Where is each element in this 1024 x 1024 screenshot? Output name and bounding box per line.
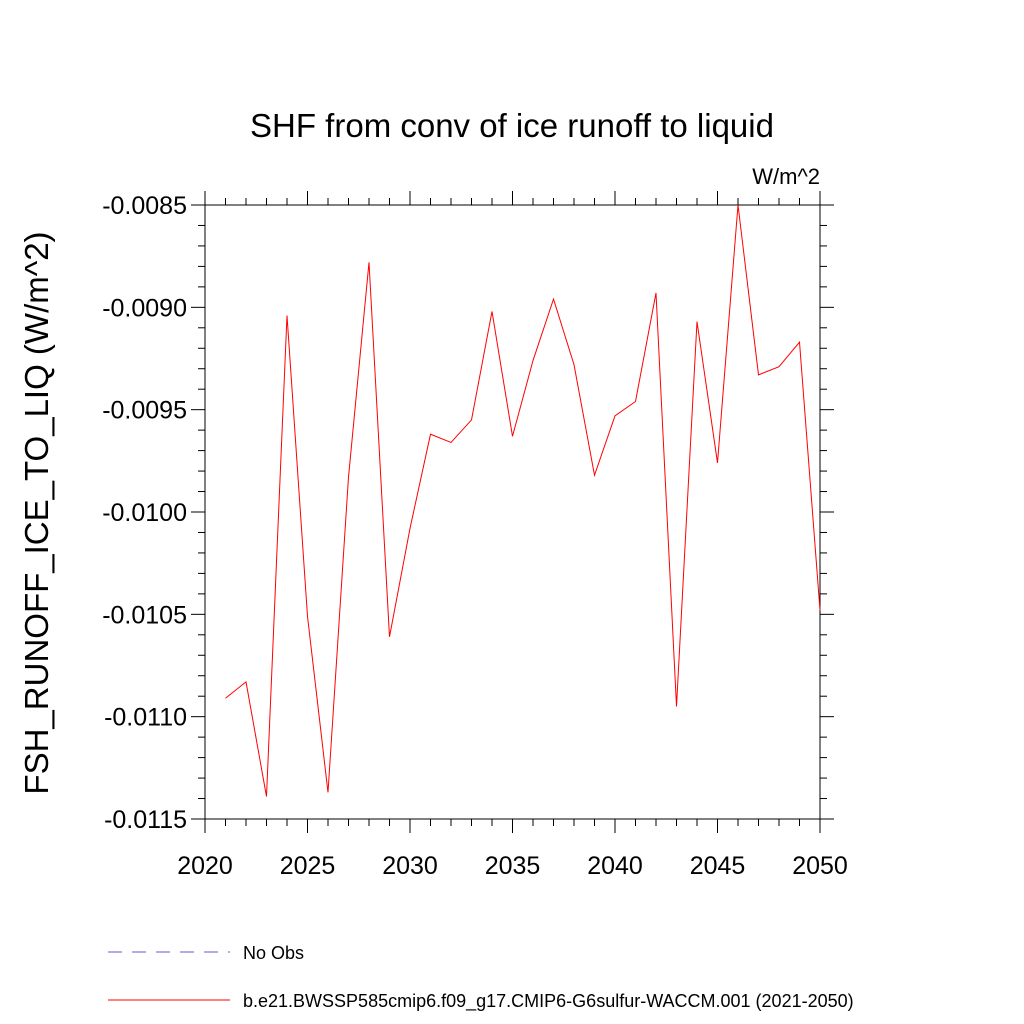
series-line: [225, 204, 821, 797]
series-layer: [225, 204, 821, 797]
y-axis-label: FSH_RUNOFF_ICE_TO_LIQ (W/m^2): [18, 231, 55, 794]
x-tick-label: 2035: [485, 852, 541, 880]
x-tick-label: 2040: [587, 852, 643, 880]
y-tick-label: -0.0090: [102, 294, 187, 322]
x-tick-label: 2030: [382, 852, 438, 880]
y-tick-label: -0.0115: [104, 806, 187, 834]
x-axis: 2020 2025 2030 2035 2040 2045 2050: [177, 191, 848, 880]
units-label: W/m^2: [752, 164, 820, 189]
y-tick-label: -0.0110: [104, 704, 187, 732]
x-tick-label: 2050: [792, 852, 848, 880]
y-tick-label: -0.0105: [102, 601, 187, 629]
x-tick-label: 2045: [690, 852, 746, 880]
x-tick-label: 2025: [280, 852, 336, 880]
legend: No Obs b.e21.BWSSP585cmip6.f09_g17.CMIP6…: [108, 943, 854, 1012]
plot-border: [204, 204, 821, 820]
plot-frame: [204, 204, 821, 820]
x-tick-label: 2020: [177, 852, 233, 880]
legend-label-series: b.e21.BWSSP585cmip6.f09_g17.CMIP6-G6sulf…: [243, 991, 854, 1012]
y-axis: -0.0085 -0.0090 -0.0095 -0.0100 -0.0105 -0.01…: [102, 192, 834, 834]
chart-title: SHF from conv of ice runoff to liquid: [250, 107, 774, 144]
legend-label-no-obs: No Obs: [243, 943, 304, 963]
y-tick-label: -0.0085: [102, 192, 187, 220]
y-tick-label: -0.0100: [102, 499, 187, 527]
y-tick-label: -0.0095: [102, 397, 187, 425]
